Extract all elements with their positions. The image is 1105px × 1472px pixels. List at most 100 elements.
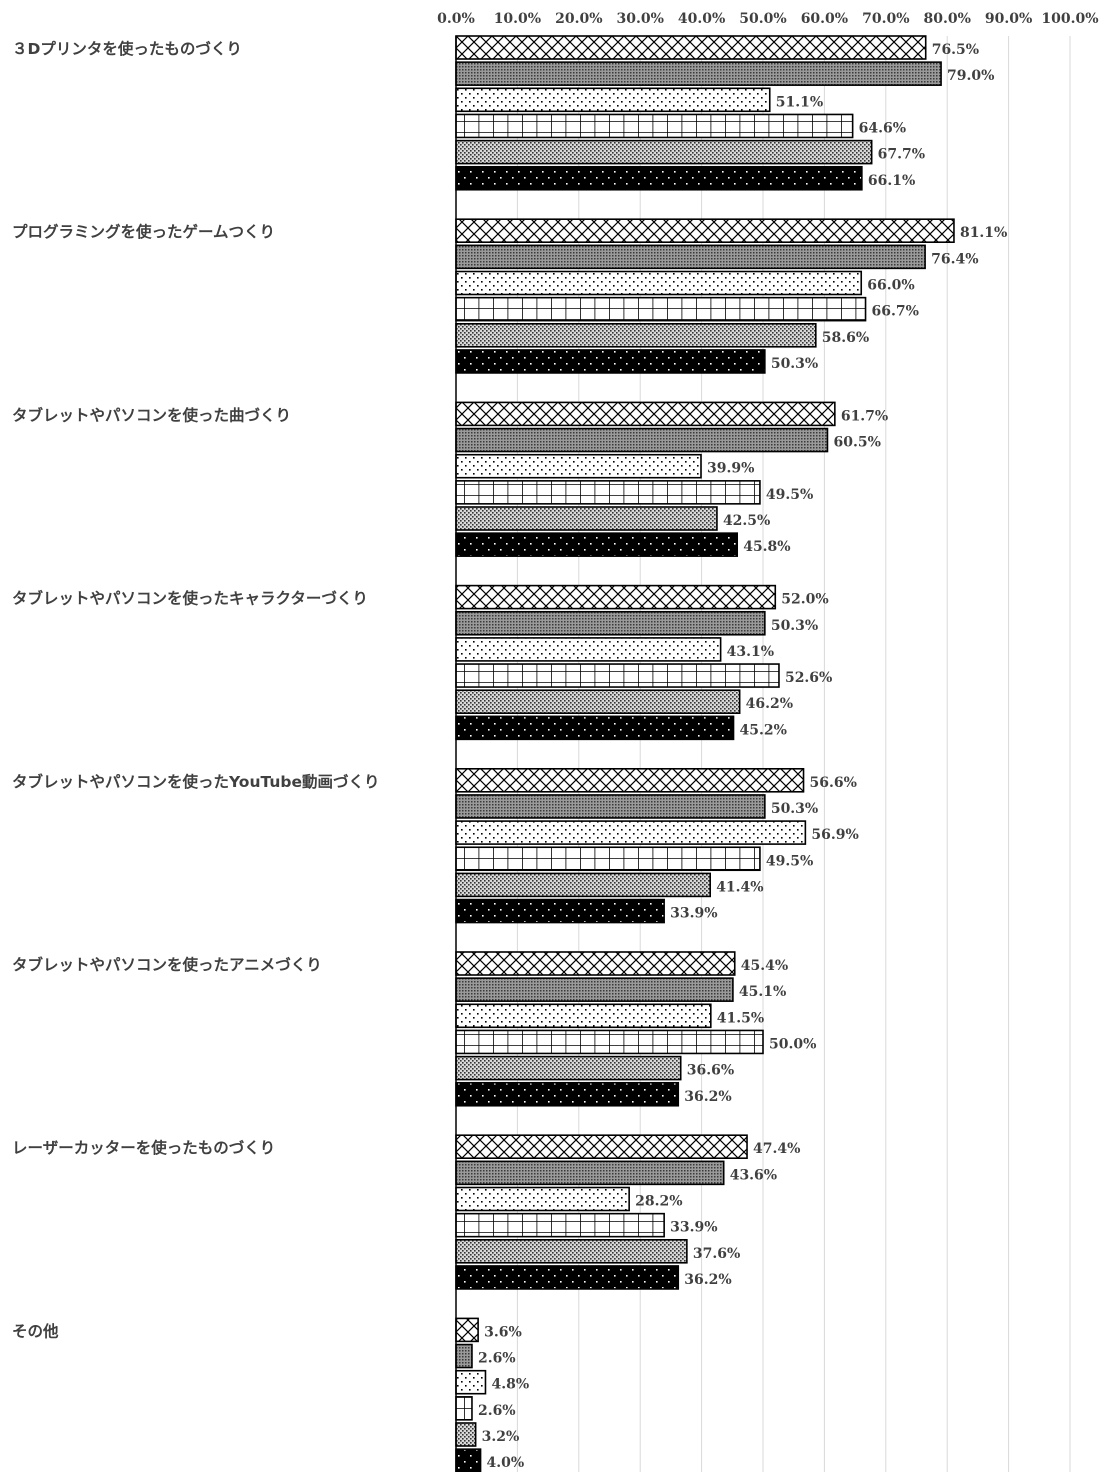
x-tick-label: 80.0%: [923, 11, 970, 27]
data-label: 45.1%: [739, 984, 786, 1000]
bar: [455, 637, 722, 662]
bar: [455, 35, 927, 60]
data-label: 28.2%: [635, 1194, 682, 1210]
data-label: 45.2%: [740, 722, 787, 738]
data-label: 66.7%: [872, 304, 919, 320]
bar: [455, 977, 734, 1002]
data-label: 36.2%: [684, 1272, 731, 1288]
x-tick-label: 70.0%: [862, 11, 909, 27]
data-label: 50.3%: [771, 356, 818, 372]
data-label: 50.3%: [771, 801, 818, 817]
bar: [455, 270, 863, 296]
bar: [455, 1029, 764, 1055]
bar: [455, 689, 741, 715]
data-label: 36.2%: [684, 1089, 731, 1105]
bar: [455, 951, 736, 976]
bar: [455, 218, 955, 243]
data-label: 50.3%: [771, 618, 818, 634]
bar: [455, 663, 780, 688]
bar: [455, 113, 854, 139]
data-label: 39.9%: [707, 461, 754, 477]
bar: [455, 349, 766, 374]
bar: [455, 1265, 680, 1290]
data-label: 66.0%: [867, 278, 914, 294]
data-label: 41.5%: [717, 1010, 764, 1026]
data-label: 36.6%: [687, 1063, 734, 1079]
data-label: 52.6%: [785, 670, 832, 686]
bar: [455, 1343, 473, 1369]
data-label: 46.2%: [746, 696, 793, 712]
data-label: 58.6%: [822, 330, 869, 346]
bar: [455, 898, 665, 924]
data-label: 3.2%: [482, 1429, 520, 1445]
bar: [455, 1448, 482, 1472]
category-label: ３Dプリンタを使ったものづくり: [12, 39, 242, 58]
data-label: 49.5%: [766, 487, 813, 503]
data-label: 33.9%: [670, 906, 717, 922]
data-label: 2.6%: [478, 1403, 516, 1419]
bar: [455, 87, 771, 113]
x-tick-label: 40.0%: [678, 11, 725, 27]
x-tick-label: 0.0%: [437, 11, 475, 27]
bar: [455, 846, 761, 872]
bar: [455, 532, 739, 557]
bar: [455, 1239, 688, 1264]
bar: [455, 139, 873, 165]
bar: [455, 1160, 725, 1186]
category-label: タブレットやパソコンを使った曲づくり: [12, 405, 291, 424]
bar: [455, 1212, 665, 1238]
bar: [455, 767, 805, 793]
data-label: 52.0%: [781, 592, 828, 608]
data-label: 41.4%: [716, 879, 763, 895]
bar: [455, 322, 817, 348]
data-label: 81.1%: [960, 225, 1007, 241]
data-label: 60.5%: [833, 435, 880, 451]
data-label: 66.1%: [868, 173, 915, 189]
category-label: タブレットやパソコンを使ったYouTube動画づくり: [12, 772, 380, 791]
data-label: 43.1%: [727, 644, 774, 660]
x-tick-label: 20.0%: [555, 11, 602, 27]
bar: [455, 820, 807, 845]
bar: [455, 61, 942, 86]
data-label: 47.4%: [753, 1141, 800, 1157]
bar: [455, 1186, 630, 1212]
bar: [455, 427, 829, 453]
bar: [455, 584, 777, 610]
bar: [455, 506, 718, 531]
bar: [455, 1055, 682, 1081]
bar: [455, 1003, 712, 1029]
x-tick-label: 100.0%: [1041, 11, 1098, 27]
bar: [455, 1134, 748, 1159]
x-tick-label: 90.0%: [985, 11, 1032, 27]
data-label: 45.4%: [741, 958, 788, 974]
data-label: 64.6%: [859, 120, 906, 136]
x-axis-ticks: 0.0% 10.0% 20.0% 30.0% 40.0% 50.0% 60.0% 70.0% 8…: [437, 11, 1098, 27]
data-label: 56.9%: [811, 827, 858, 843]
data-label: 2.6%: [478, 1351, 516, 1367]
bar: [455, 872, 711, 898]
data-label: 42.5%: [723, 513, 770, 529]
data-label: 76.4%: [931, 251, 978, 267]
bar: [455, 165, 863, 191]
data-label: 61.7%: [841, 408, 888, 424]
bar: [455, 1081, 680, 1107]
category-label: レーザーカッターを使ったものづくり: [12, 1138, 275, 1157]
category-label: プログラミングを使ったゲームつくり: [12, 222, 275, 241]
category-label: タブレットやパソコンを使ったキャラクターづくり: [12, 589, 368, 608]
bar: [455, 453, 702, 479]
data-label: 67.7%: [878, 147, 925, 163]
bar: [455, 715, 735, 741]
x-tick-label: 30.0%: [616, 11, 663, 27]
data-labels: 76.5% 79.0% 51.1% 64.6% 67.7% 66.1% 81.1% 76.4%…: [478, 42, 1007, 1471]
bar: [455, 1317, 479, 1343]
bar: [455, 610, 766, 636]
data-label: 50.0%: [769, 1036, 816, 1052]
data-label: 3.6%: [484, 1324, 522, 1340]
bar: [455, 1369, 487, 1395]
category-label: その他: [12, 1321, 59, 1340]
data-label: 79.0%: [947, 68, 994, 84]
x-tick-label: 60.0%: [801, 11, 848, 27]
data-label: 4.8%: [491, 1377, 529, 1393]
